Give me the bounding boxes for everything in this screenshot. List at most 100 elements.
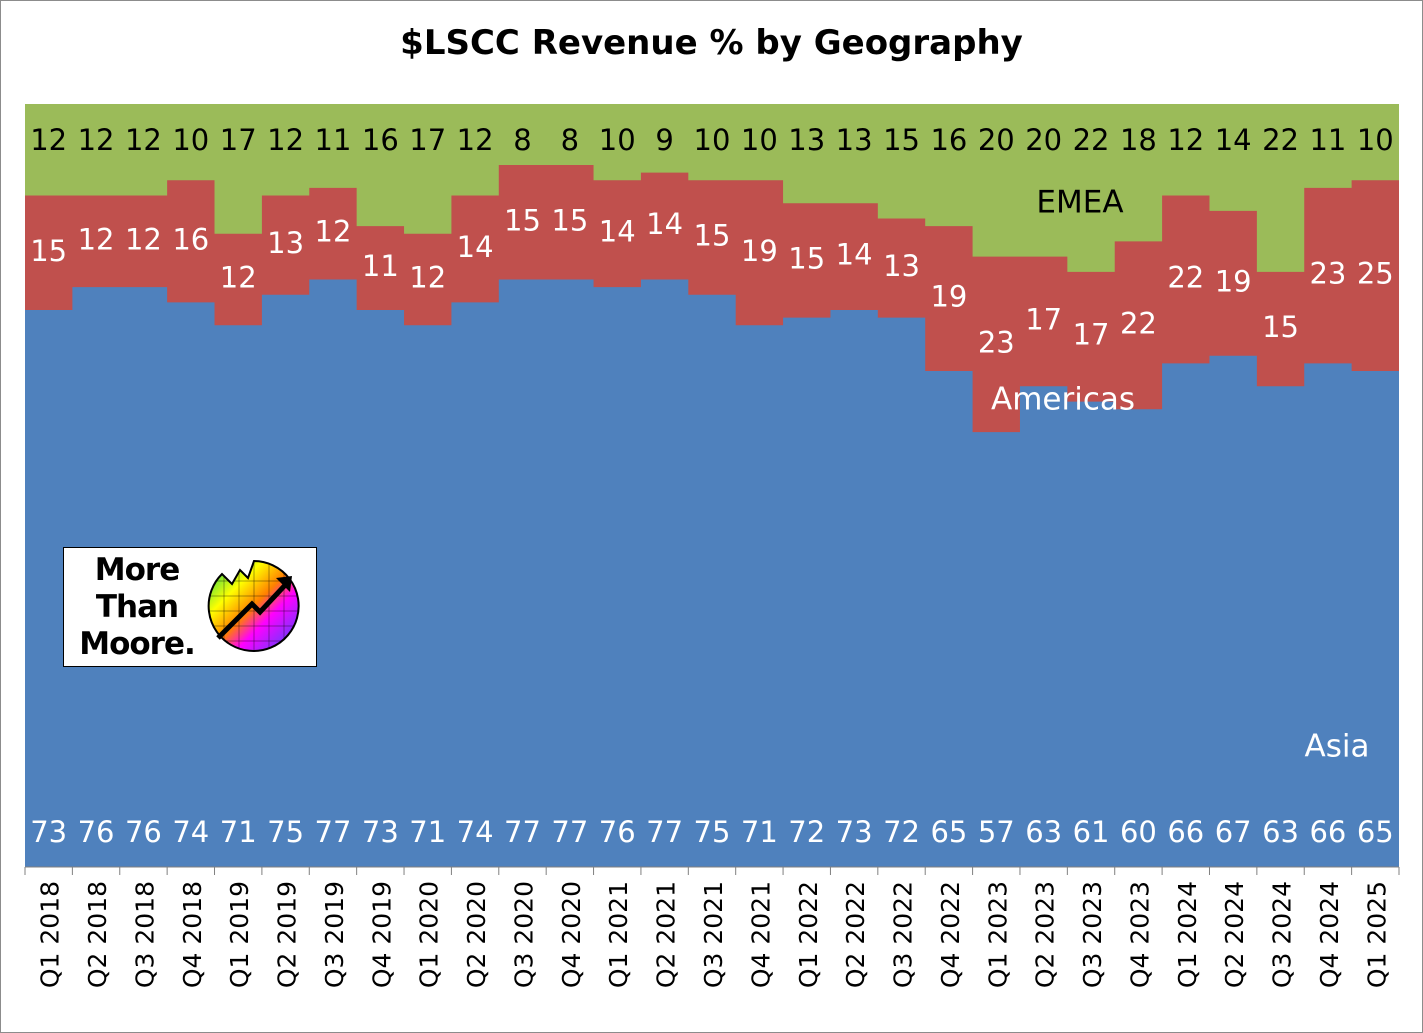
data-label-asia: 71 [741, 815, 778, 849]
data-label-emea: 10 [694, 123, 731, 157]
data-label-emea: 11 [315, 123, 352, 157]
data-label-americas: 16 [172, 222, 209, 256]
data-label-emea: 13 [788, 123, 825, 157]
x-tick-label: Q2 2023 [1031, 881, 1060, 988]
data-label-americas: 17 [1073, 318, 1110, 352]
rainbow-chip-arrow-icon [207, 559, 300, 652]
data-label-emea: 12 [30, 123, 67, 157]
data-label-emea: 8 [513, 123, 531, 157]
data-label-americas: 15 [694, 219, 731, 253]
data-label-emea: 18 [1120, 123, 1157, 157]
series-name-label: Asia [1305, 729, 1370, 765]
x-tick-label: Q1 2019 [225, 881, 254, 988]
x-tick-label: Q2 2019 [273, 881, 302, 988]
data-label-emea: 20 [1025, 123, 1062, 157]
series-name-label: Americas [991, 382, 1135, 418]
data-label-emea: 12 [78, 123, 115, 157]
x-tick-label: Q3 2024 [1268, 881, 1297, 988]
data-label-americas: 19 [1215, 264, 1252, 298]
x-tick-label: Q4 2019 [367, 881, 396, 988]
data-label-emea: 12 [1167, 123, 1204, 157]
data-label-emea: 10 [741, 123, 778, 157]
x-tick-label: Q2 2021 [652, 881, 681, 988]
logo-text-line: Than [95, 589, 179, 625]
data-label-emea: 10 [172, 123, 209, 157]
data-label-americas: 12 [409, 260, 446, 294]
data-label-americas: 15 [551, 203, 588, 237]
data-label-asia: 57 [978, 815, 1015, 849]
data-label-americas: 15 [1262, 310, 1299, 344]
data-label-emea: 22 [1262, 123, 1299, 157]
x-tick-label: Q1 2021 [604, 881, 633, 988]
data-label-asia: 71 [409, 815, 446, 849]
data-label-americas: 12 [315, 215, 352, 249]
data-label-americas: 19 [930, 280, 967, 314]
x-tick-label: Q2 2024 [1220, 881, 1249, 988]
data-label-emea: 8 [561, 123, 579, 157]
data-label-americas: 14 [599, 215, 636, 249]
chart-title: $LSCC Revenue % by Geography [400, 23, 1023, 63]
x-tick-label: Q3 2021 [699, 881, 728, 988]
data-label-asia: 63 [1025, 815, 1062, 849]
x-tick-label: Q2 2022 [841, 881, 870, 988]
data-label-americas: 14 [457, 230, 494, 264]
data-label-emea: 13 [836, 123, 873, 157]
data-label-asia: 73 [30, 815, 67, 849]
data-label-emea: 16 [930, 123, 967, 157]
data-label-asia: 77 [551, 815, 588, 849]
x-tick-label: Q4 2022 [936, 881, 965, 988]
data-label-emea: 12 [457, 123, 494, 157]
data-label-americas: 17 [1025, 302, 1062, 336]
data-label-americas: 13 [267, 226, 304, 260]
data-label-americas: 23 [978, 325, 1015, 359]
x-tick-label: Q3 2018 [130, 881, 159, 988]
data-label-asia: 73 [836, 815, 873, 849]
data-label-americas: 23 [1309, 257, 1346, 291]
x-tick-label: Q4 2020 [557, 881, 586, 988]
x-tick-label: Q3 2023 [1078, 881, 1107, 988]
data-label-americas: 11 [362, 249, 399, 283]
x-tick-label: Q1 2024 [1173, 881, 1202, 988]
x-tick-label: Q3 2020 [509, 881, 538, 988]
data-label-americas: 13 [883, 249, 920, 283]
data-label-asia: 72 [788, 815, 825, 849]
data-label-americas: 15 [504, 203, 541, 237]
data-label-americas: 19 [741, 234, 778, 268]
data-label-asia: 75 [267, 815, 304, 849]
data-label-americas: 12 [78, 222, 115, 256]
data-label-emea: 12 [267, 123, 304, 157]
data-label-emea: 17 [409, 123, 446, 157]
x-tick-label: Q1 2022 [794, 881, 823, 988]
data-label-asia: 75 [694, 815, 731, 849]
series-area-asia [25, 279, 1399, 867]
data-label-asia: 73 [362, 815, 399, 849]
x-tick-label: Q1 2025 [1362, 881, 1391, 988]
x-tick-label: Q4 2018 [178, 881, 207, 988]
logo-text: More Than Moore. [72, 552, 202, 663]
x-tick-label: Q1 2023 [983, 881, 1012, 988]
data-label-americas: 15 [30, 234, 67, 268]
data-label-asia: 77 [504, 815, 541, 849]
data-label-emea: 12 [125, 123, 162, 157]
x-tick-label: Q2 2020 [462, 881, 491, 988]
data-label-americas: 15 [788, 241, 825, 275]
x-tick-label: Q1 2020 [415, 881, 444, 988]
data-label-asia: 63 [1262, 815, 1299, 849]
data-label-asia: 71 [220, 815, 257, 849]
data-label-asia: 65 [930, 815, 967, 849]
x-tick-label: Q4 2024 [1315, 881, 1344, 988]
data-label-americas: 12 [220, 260, 257, 294]
data-label-emea: 16 [362, 123, 399, 157]
more-than-moore-logo: More Than Moore. [63, 547, 317, 667]
data-label-emea: 10 [599, 123, 636, 157]
x-tick-label: Q4 2021 [746, 881, 775, 988]
data-label-americas: 14 [646, 207, 683, 241]
x-tick-label: Q3 2022 [889, 881, 918, 988]
series-name-label: EMEA [1036, 185, 1123, 221]
data-label-emea: 22 [1073, 123, 1110, 157]
data-label-americas: 14 [836, 238, 873, 272]
data-label-emea: 9 [655, 123, 673, 157]
data-label-asia: 74 [172, 815, 209, 849]
data-label-americas: 22 [1120, 306, 1157, 340]
